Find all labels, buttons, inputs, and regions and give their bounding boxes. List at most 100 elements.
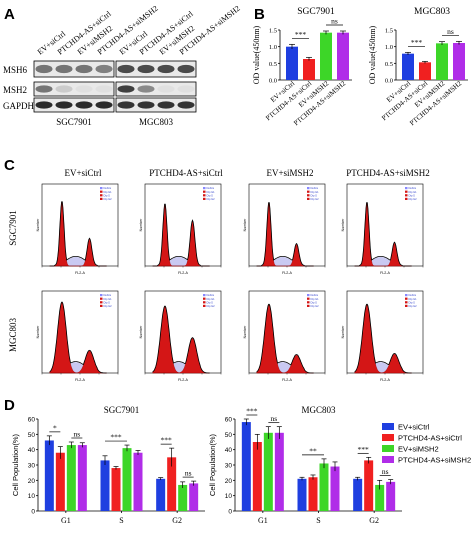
cycle-legend-label: Dip G1	[207, 190, 216, 194]
blot-band	[137, 101, 155, 109]
cycle-histogram-line	[256, 202, 314, 267]
cycle-legend-label: Dip S	[311, 300, 318, 304]
population-bar	[178, 484, 188, 511]
cycle-legend-swatch	[100, 194, 103, 197]
cycle-xlabel: FL2-A	[75, 378, 85, 382]
population-y-tick-label: 40	[225, 447, 233, 454]
population-bar	[77, 445, 87, 511]
blot-band	[35, 64, 53, 74]
population-bar	[55, 452, 65, 511]
blot-band	[75, 64, 93, 74]
population-y-tick-label: 0	[31, 509, 35, 516]
cycle-legend-swatch	[203, 194, 206, 197]
cycle-ylabel: Number	[139, 325, 143, 339]
blot-band	[177, 85, 195, 93]
od-sig-label: ***	[411, 38, 423, 47]
panel-letter-d: D	[4, 397, 15, 414]
population-bar	[241, 422, 251, 511]
cycle-ylabel: Number	[36, 325, 40, 339]
cycle-legend-label: Dip G1	[311, 297, 320, 301]
blot-band	[35, 101, 53, 109]
population-category-label: G1	[61, 516, 71, 525]
cycle-legend-label: Dip G1	[311, 190, 320, 194]
cycle-legend-label: Dip G2	[311, 197, 320, 201]
blot-band	[117, 64, 135, 74]
od-bar	[320, 32, 332, 80]
blot-band	[177, 101, 195, 109]
od-bar	[402, 53, 414, 80]
cell-cycle-panel: EV+siCtrl PTCHD4-AS+siCtrl EV+siMSH2 PTCHD4…	[8, 168, 430, 382]
blot-band	[157, 64, 175, 74]
blot-cell-label: SGC7901	[56, 117, 92, 127]
blot-band	[157, 85, 175, 93]
legend-label: PTCHD4-AS+siCtrl	[398, 434, 462, 443]
blot-band	[55, 101, 73, 109]
cycle-histogram-line	[49, 201, 107, 267]
cycle-legend-label: Dip G2	[104, 197, 113, 201]
population-bar	[263, 432, 273, 511]
od-bar	[436, 43, 448, 80]
blot-band	[55, 64, 73, 74]
cycle-legend-label: Dip G2	[207, 197, 216, 201]
cycle-legend-label: Debris	[409, 293, 417, 297]
population-category-label: S	[119, 516, 123, 525]
population-chart-title: SGC7901	[104, 405, 140, 415]
population-chart-title: MGC803	[301, 405, 336, 415]
cycle-ylabel: Number	[341, 218, 345, 232]
population-sig-label: ***	[246, 407, 258, 416]
od-y-tick-label: 1.5	[269, 28, 277, 35]
legend-label: EV+siCtrl	[398, 423, 430, 432]
blot-cell-label: MGC803	[139, 117, 174, 127]
population-y-tick-label: 60	[28, 417, 36, 424]
population-bar	[122, 448, 132, 511]
blot-box-msh6	[115, 60, 197, 78]
cycle-legend-swatch	[307, 194, 310, 197]
cycle-xlabel: FL2-A	[178, 378, 188, 382]
cycle-legend-swatch	[405, 190, 408, 193]
cycle-legend-label: Dip G2	[409, 197, 418, 201]
cycle-legend-label: Dip S	[207, 300, 214, 304]
population-bar	[319, 463, 329, 511]
blot-band	[55, 85, 73, 93]
od-y-tick-label: 1.5	[385, 28, 393, 35]
od-bar	[337, 32, 349, 80]
cycle-legend-swatch	[203, 297, 206, 300]
od-sig-label: ***	[295, 30, 307, 39]
cycle-xlabel: FL2-A	[380, 378, 390, 382]
cycle-xlabel: FL2-A	[282, 271, 292, 275]
cycle-legend-label: Dip S	[104, 300, 111, 304]
cycle-legend-label: Dip G2	[104, 304, 113, 308]
population-y-tick-label: 10	[225, 493, 233, 500]
cycle-legend-swatch	[405, 304, 408, 307]
cycle-legend-label: Debris	[104, 293, 112, 297]
cycle-legend-swatch	[405, 187, 408, 190]
population-category-label: G2	[369, 516, 379, 525]
population-sig-label: ns	[185, 469, 192, 478]
cycle-ylabel: Number	[243, 325, 247, 339]
cycle-legend-label: Debris	[207, 186, 215, 190]
cycle-legend-swatch	[405, 297, 408, 300]
cycle-legend-label: Dip G1	[104, 297, 113, 301]
cycle-ylabel: Number	[243, 218, 247, 232]
western-blot-panel: MSH6MSH2GAPDHEV+siCtrlPTCHD4-AS+siCtrlEV…	[3, 4, 242, 127]
blot-band	[35, 85, 53, 93]
cycle-legend-swatch	[405, 197, 408, 200]
panel-letter-b: B	[254, 6, 265, 23]
population-y-tick-label: 20	[225, 478, 233, 485]
cycle-ylabel: Number	[139, 218, 143, 232]
population-y-tick-label: 40	[28, 447, 36, 454]
population-bar	[364, 460, 374, 511]
population-sig-label: ***	[358, 445, 370, 454]
cycle-legend-label: Dip G2	[207, 304, 216, 308]
blot-band	[137, 85, 155, 93]
cycle-legend-swatch	[405, 194, 408, 197]
population-bar	[386, 481, 396, 511]
cycle-legend-swatch	[100, 187, 103, 190]
cycle-legend-swatch	[100, 301, 103, 304]
od-chart-title: SGC7901	[297, 7, 335, 17]
cycle-legend-label: Dip S	[104, 193, 111, 197]
cycle-plot-frame	[144, 183, 222, 267]
cycle-legend-swatch	[100, 297, 103, 300]
